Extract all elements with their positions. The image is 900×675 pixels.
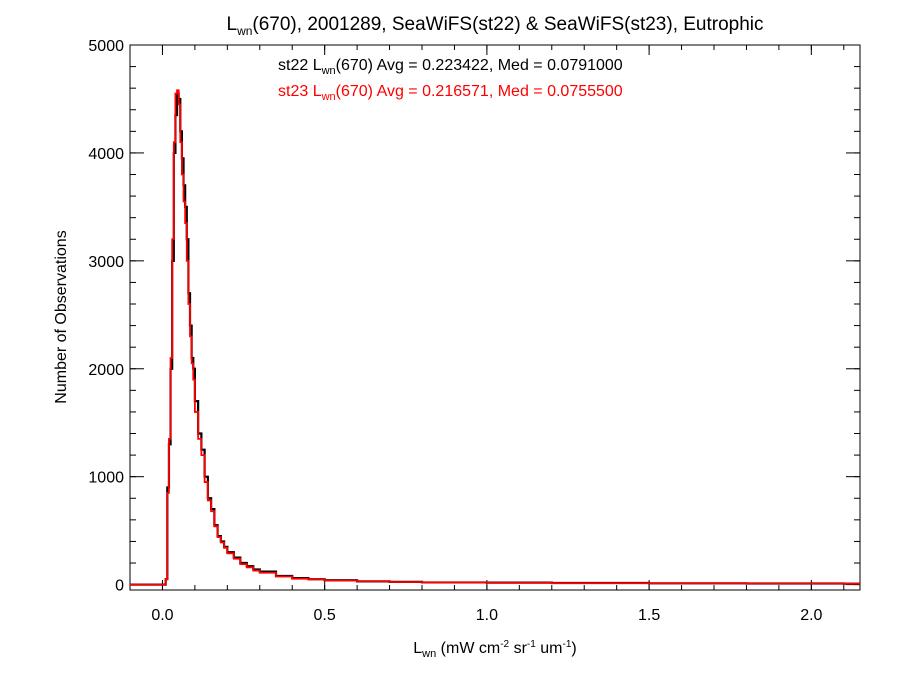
annotation-st22-post: (670) Avg = 0.223422, Med = 0.0791000: [336, 57, 623, 74]
series-layer: [130, 89, 860, 586]
annotation-st23-sub: wn: [321, 91, 336, 103]
x-axis: 0.0 0.5 1.0 1.5 2.0: [129, 45, 845, 624]
x-axis-title: Lwn (mW cm-2 sr-1 um-1): [413, 639, 576, 660]
x-title-rest: (mW cm: [436, 640, 500, 657]
x-tick-label-3: 1.5: [638, 607, 660, 624]
y-axis: 0 1000 2000 3000 4000 5000: [88, 38, 860, 595]
x-title-sub: wn: [421, 648, 436, 660]
y-tick-label-2: 2000: [88, 362, 124, 379]
y-tick-label-5: 5000: [88, 38, 124, 55]
x-tick-label-4: 2.0: [800, 607, 822, 624]
title-rest: (670), 2001289, SeaWiFS(st22) & SeaWiFS(…: [252, 14, 763, 35]
x-title-sup3: -1: [562, 639, 571, 650]
annotation-st22-pre: st22 L: [278, 57, 322, 74]
plot-frame: [129, 44, 861, 591]
y-tick-label-0: 0: [115, 578, 124, 595]
x-tick-label-1: 0.5: [314, 607, 336, 624]
x-title-sup2: -1: [527, 639, 536, 650]
annotation-st23-post: (670) Avg = 0.216571, Med = 0.0755500: [336, 83, 623, 100]
annotation-st23-pre: st23 L: [278, 83, 322, 100]
annotation-st22: st22 Lwn(670) Avg = 0.223422, Med = 0.07…: [278, 57, 623, 77]
x-title-sup1: -2: [500, 639, 509, 650]
x-tick-label-2: 1.0: [476, 607, 498, 624]
y-tick-label-3: 3000: [88, 254, 124, 271]
x-title-rest4: ): [571, 640, 576, 657]
title-base: L: [226, 14, 237, 35]
y-axis-title: Number of Observations: [53, 230, 70, 403]
chart-title: Lwn(670), 2001289, SeaWiFS(st22) & SeaWi…: [226, 14, 763, 38]
x-title-rest2: sr: [509, 640, 527, 657]
y-tick-label-1: 1000: [88, 470, 124, 487]
series-line-st23: [130, 89, 860, 586]
title-sub: wn: [236, 24, 252, 38]
x-tick-label-0: 0.0: [151, 607, 173, 624]
x-title-base: L: [413, 640, 422, 657]
annotation-st22-sub: wn: [321, 65, 336, 77]
y-tick-label-4: 4000: [88, 146, 124, 163]
annotation-st23: st23 Lwn(670) Avg = 0.216571, Med = 0.07…: [278, 83, 623, 103]
x-title-rest3: um: [536, 640, 563, 657]
